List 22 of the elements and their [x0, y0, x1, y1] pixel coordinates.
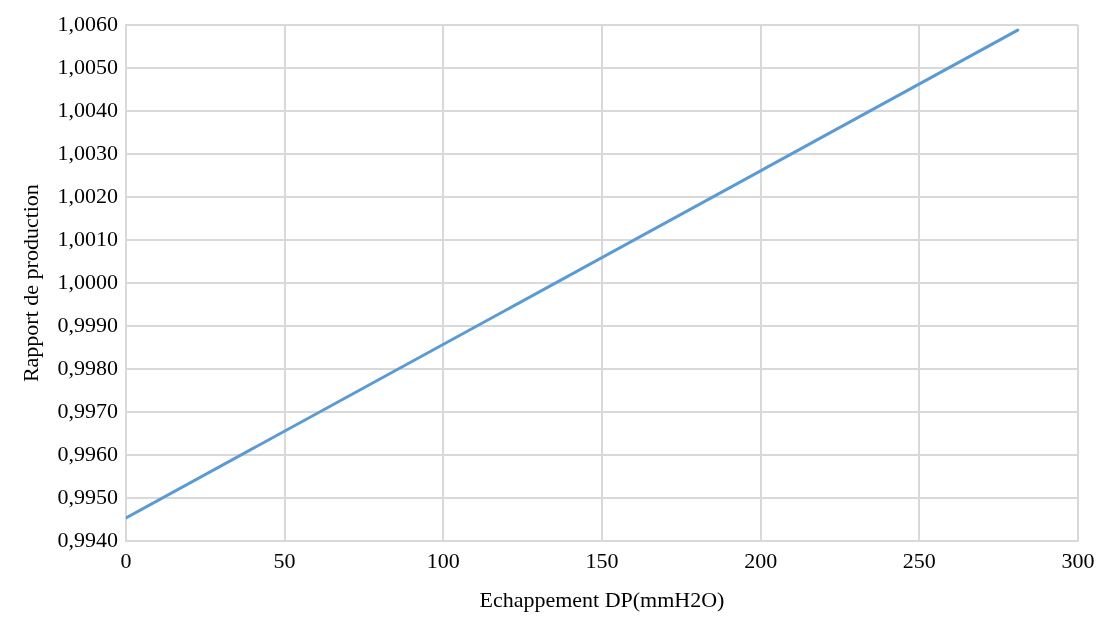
x-tick-label: 250 — [902, 548, 936, 574]
y-tick-label: 0,9960 — [57, 440, 118, 466]
y-tick-label: 1,0050 — [57, 53, 118, 79]
x-axis-title: Echappement DP(mmH2O) — [479, 586, 725, 612]
x-tick-label: 150 — [585, 548, 619, 574]
y-tick-label: 1,0040 — [57, 96, 118, 122]
y-axis-title: Rapport de production — [17, 184, 43, 383]
y-tick-label: 1,0020 — [57, 182, 118, 208]
x-tick-label: 100 — [426, 548, 460, 574]
x-tick-label: 300 — [1061, 548, 1095, 574]
y-tick-label: 0,9990 — [57, 311, 118, 337]
y-tick-label: 1,0010 — [57, 225, 118, 251]
y-tick-label: 0,9980 — [57, 354, 118, 380]
x-tick-label: 50 — [273, 548, 296, 574]
y-tick-label: 0,9940 — [57, 526, 118, 552]
y-tick-label: 0,9970 — [57, 397, 118, 423]
y-tick-label: 1,0000 — [57, 268, 118, 294]
y-tick-label: 1,0030 — [57, 139, 118, 165]
x-tick-label: 200 — [744, 548, 778, 574]
y-tick-label: 0,9950 — [57, 483, 118, 509]
x-tick-label: 0 — [120, 548, 132, 574]
y-tick-label: 1,0060 — [57, 10, 118, 36]
